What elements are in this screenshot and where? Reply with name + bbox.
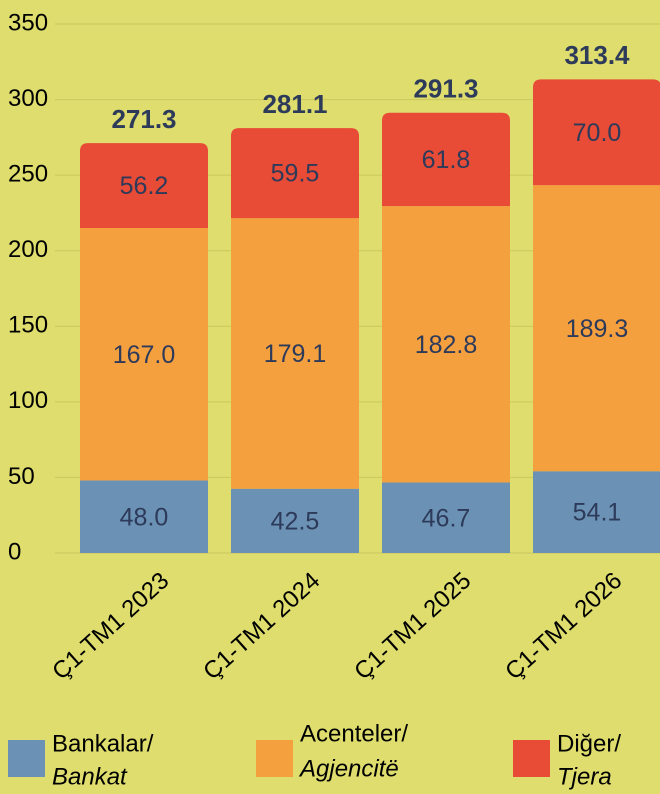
x-tick-label: Ç1-TM1 2023	[47, 567, 174, 685]
bar-segment	[382, 112, 510, 207]
value-label: 46.7	[422, 504, 471, 532]
legend-label: Agjencitë	[298, 755, 399, 782]
total-label: 271.3	[111, 104, 176, 134]
value-label: 48.0	[120, 503, 169, 531]
y-tick-label: 200	[8, 236, 48, 263]
bar-segment	[533, 79, 660, 186]
value-label: 59.5	[271, 160, 320, 188]
y-tick-label: 250	[8, 160, 48, 187]
legend-swatch	[8, 740, 45, 777]
x-tick-label: Ç1-TM1 2025	[349, 567, 476, 685]
value-label: 179.1	[264, 340, 327, 368]
y-tick-label: 50	[8, 463, 35, 490]
bar-segment	[80, 228, 208, 481]
value-label: 189.3	[566, 315, 629, 343]
value-label: 61.8	[422, 146, 471, 174]
total-label: 291.3	[413, 74, 478, 104]
bar-segment	[231, 218, 359, 489]
legend-label: Bankalar/	[52, 730, 154, 757]
value-label: 182.8	[415, 331, 478, 359]
total-label: 313.4	[564, 40, 630, 70]
bar-segment	[231, 488, 359, 553]
total-label: 281.1	[262, 89, 327, 119]
y-tick-label: 0	[8, 538, 21, 565]
legend-label: Acenteler/	[300, 720, 408, 747]
value-label: 167.0	[113, 341, 176, 369]
value-label: 70.0	[573, 119, 622, 147]
y-tick-label: 300	[8, 85, 48, 112]
legend-label: Tjera	[557, 763, 612, 790]
legend-swatch	[513, 740, 550, 777]
bar-segment	[231, 128, 359, 219]
value-label: 56.2	[120, 172, 169, 200]
bar-segment	[80, 143, 208, 229]
legend-label: Diğer/	[557, 730, 621, 757]
value-label: 54.1	[573, 499, 622, 527]
bar-segment	[80, 480, 208, 553]
bar-segment	[533, 185, 660, 472]
y-tick-label: 100	[8, 387, 48, 414]
x-tick-label: Ç1-TM1 2026	[500, 567, 627, 685]
value-label: 42.5	[271, 507, 320, 535]
y-tick-label: 150	[8, 312, 48, 339]
bar-segment	[382, 482, 510, 553]
bar-segment	[382, 206, 510, 483]
bar-segment	[533, 471, 660, 553]
x-tick-label: Ç1-TM1 2024	[198, 567, 325, 685]
y-tick-label: 350	[8, 9, 48, 36]
legend-label: Bankat	[52, 763, 128, 790]
legend-swatch	[256, 740, 293, 777]
